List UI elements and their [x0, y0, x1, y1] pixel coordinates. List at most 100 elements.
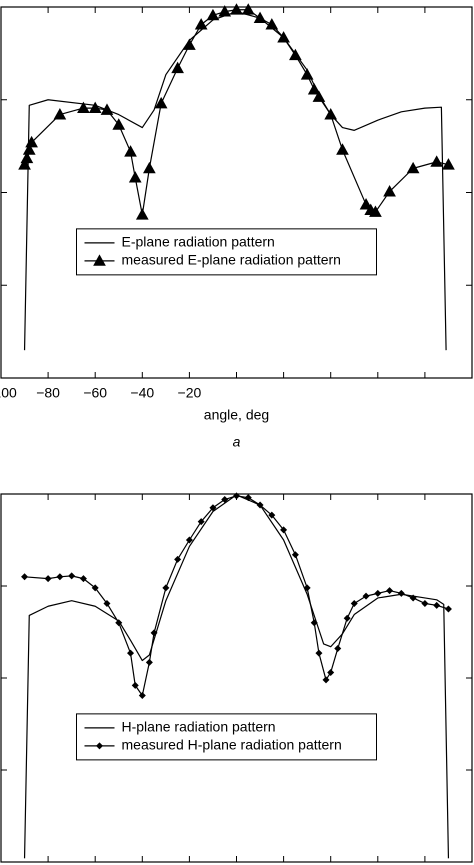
marker-diamond — [362, 592, 370, 600]
marker-diamond — [131, 681, 139, 689]
marker-triangle — [93, 254, 106, 266]
marker-triangle — [206, 8, 220, 21]
marker-triangle — [336, 143, 349, 155]
marker-diamond — [303, 584, 311, 592]
marker-triangle — [430, 155, 444, 167]
marker-triangle — [300, 68, 314, 80]
x-tick-label: −20 — [178, 385, 202, 401]
marker-triangle — [253, 11, 267, 24]
legend: H-plane radiation pattern measured H-plan… — [76, 713, 377, 761]
marker-diamond — [409, 594, 417, 602]
marker-diamond — [91, 584, 99, 592]
marker-diamond — [21, 573, 29, 581]
marker-triangle — [194, 18, 208, 30]
marker-triangle — [100, 103, 114, 115]
plot-frame — [0, 493, 473, 863]
marker-diamond — [268, 511, 276, 519]
marker-triangle — [25, 135, 38, 148]
marker-triangle — [88, 101, 102, 113]
marker-diamond — [150, 629, 158, 637]
marker-diamond — [386, 587, 394, 595]
marker-triangle — [289, 48, 302, 61]
marker-diamond — [397, 589, 405, 597]
marker-diamond — [185, 536, 193, 544]
x-tick-label: −80 — [36, 385, 60, 401]
marker-diamond — [244, 494, 252, 502]
series-line — [23, 494, 450, 859]
x-axis-label: angle, deg — [204, 407, 269, 423]
x-tick-label: −60 — [83, 385, 107, 401]
marker-triangle — [143, 161, 156, 174]
marker-diamond — [103, 599, 111, 607]
marker-diamond — [127, 649, 135, 657]
plot-frame — [0, 6, 473, 379]
marker-diamond — [56, 573, 64, 581]
marker-diamond — [174, 555, 182, 563]
marker-diamond — [256, 501, 264, 509]
marker-diamond — [350, 599, 358, 607]
marker-diamond — [209, 504, 217, 512]
marker-triangle — [383, 185, 396, 197]
marker-diamond — [221, 496, 229, 504]
marker-triangle — [112, 118, 126, 130]
marker-diamond — [421, 599, 429, 607]
legend-label: E-plane radiation pattern — [122, 234, 275, 250]
marker-diamond — [68, 572, 76, 580]
marker-diamond — [44, 575, 52, 583]
marker-diamond — [327, 668, 335, 676]
marker-triangle — [369, 205, 382, 217]
marker-triangle — [218, 5, 232, 17]
marker-triangle — [20, 151, 34, 164]
marker-triangle — [135, 208, 149, 220]
marker-diamond — [162, 584, 170, 592]
marker-triangle — [324, 108, 338, 120]
marker-triangle — [171, 61, 184, 74]
marker-triangle — [241, 3, 255, 15]
series-line — [23, 11, 447, 351]
legend: E-plane radiation pattern measured E-plan… — [76, 228, 377, 276]
marker-triangle — [312, 90, 326, 102]
marker-triangle — [307, 83, 321, 95]
marker-diamond — [197, 518, 205, 526]
marker-diamond — [96, 742, 103, 750]
marker-triangle — [124, 145, 137, 157]
x-tick-label: −100 — [0, 385, 17, 401]
legend-label: measured E-plane radiation pattern — [122, 252, 341, 268]
marker-triangle — [77, 101, 90, 113]
marker-diamond — [444, 605, 452, 613]
marker-triangle — [22, 143, 36, 155]
marker-triangle — [128, 171, 142, 183]
marker-diamond — [343, 614, 351, 622]
legend-label: measured H-plane radiation pattern — [122, 737, 342, 753]
marker-diamond — [145, 658, 153, 666]
marker-diamond — [79, 575, 87, 583]
legend-label: H-plane radiation pattern — [122, 719, 276, 735]
marker-diamond — [233, 492, 240, 500]
marker-triangle — [230, 3, 243, 15]
marker-diamond — [315, 649, 323, 657]
x-tick-label: −40 — [130, 385, 154, 401]
marker-diamond — [280, 526, 288, 534]
marker-diamond — [310, 619, 318, 627]
marker-triangle — [53, 108, 67, 120]
marker-diamond — [115, 619, 123, 627]
legend-box — [76, 713, 377, 761]
marker-triangle — [406, 161, 420, 174]
caption: a — [233, 434, 241, 450]
marker-triangle — [359, 198, 373, 210]
marker-diamond — [138, 691, 146, 699]
legend-box — [76, 228, 377, 276]
marker-diamond — [322, 676, 330, 684]
marker-triangle — [154, 96, 168, 109]
marker-diamond — [334, 645, 342, 653]
marker-triangle — [442, 158, 455, 170]
marker-triangle — [265, 18, 279, 30]
marker-triangle — [277, 31, 290, 43]
marker-diamond — [433, 601, 441, 609]
marker-diamond — [374, 589, 382, 597]
marker-triangle — [183, 38, 196, 50]
series-line — [24, 495, 449, 697]
marker-triangle — [18, 158, 31, 170]
